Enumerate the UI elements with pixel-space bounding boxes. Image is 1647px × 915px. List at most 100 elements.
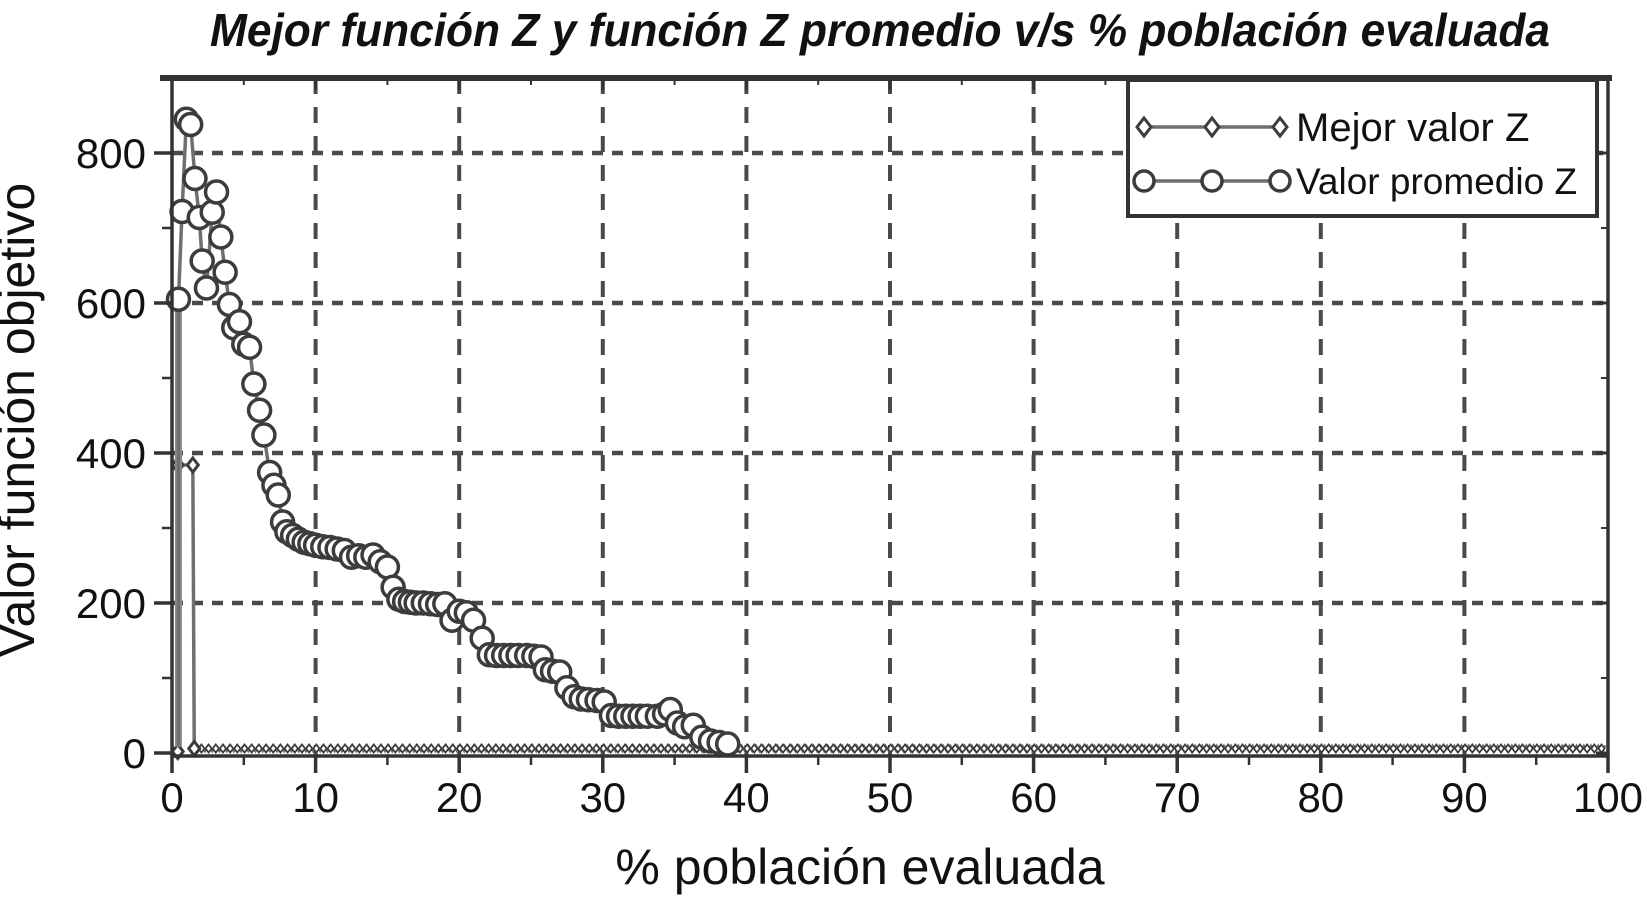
diamond-marker — [943, 743, 953, 754]
gridlines — [172, 78, 1608, 756]
series-valor-promedio-z — [165, 106, 741, 757]
diamond-marker — [434, 743, 443, 754]
circle-marker-icon — [1132, 169, 1292, 193]
diamond-marker — [872, 743, 881, 754]
circle-marker — [199, 199, 225, 225]
x-tick-label: 50 — [867, 774, 914, 821]
diamond-marker — [326, 743, 335, 754]
diamond-marker — [376, 743, 386, 754]
y-tick-label: 400 — [76, 430, 146, 477]
legend-entry-mejor-valor-z: Mejor valor Z — [1135, 106, 1529, 150]
diamond-marker — [340, 743, 350, 754]
legend-entry-valor-promedio-z: Valor promedio Z — [1132, 161, 1577, 202]
diamond-marker — [462, 743, 472, 754]
diamond-marker — [1389, 743, 1398, 754]
diamond-marker — [627, 743, 637, 754]
diamond-marker — [986, 743, 996, 754]
diamond-marker — [304, 743, 314, 754]
diamond-marker — [186, 739, 202, 758]
diamond-marker — [1295, 743, 1305, 754]
diamond-marker — [1446, 743, 1456, 754]
diamond-marker — [1353, 743, 1362, 754]
diamond-marker — [893, 743, 903, 754]
circle-marker — [246, 397, 273, 423]
diamond-marker — [1223, 743, 1233, 754]
diamond-marker — [1008, 743, 1018, 754]
diamond-marker — [864, 743, 874, 754]
diamond-marker — [1324, 743, 1333, 754]
diamond-marker — [1525, 743, 1535, 754]
diamond-marker — [814, 743, 824, 754]
diamond-marker — [1080, 743, 1089, 754]
diamond-marker — [1001, 743, 1010, 754]
legend-label-mejor: Mejor valor Z — [1296, 106, 1529, 150]
diamond-marker — [1582, 743, 1592, 754]
diamond-marker — [1259, 743, 1269, 754]
diamond-marker — [534, 743, 544, 754]
diamond-marker — [204, 743, 213, 754]
diamond-marker — [1568, 743, 1578, 754]
circle-marker — [193, 275, 220, 301]
x-tick-label: 10 — [292, 774, 339, 821]
diamond-marker — [606, 743, 615, 754]
diamond-marker — [1302, 743, 1312, 754]
diamond-marker — [1374, 743, 1384, 754]
diamond-marker — [620, 743, 630, 754]
diamond-marker — [391, 743, 400, 754]
diamond-marker — [470, 743, 479, 754]
x-tick-label: 70 — [1154, 774, 1201, 821]
diamond-marker — [1022, 743, 1032, 754]
diamond-marker — [1331, 743, 1341, 754]
diamond-marker — [1338, 743, 1348, 754]
diamond-marker — [671, 743, 680, 754]
x-tick-label: 0 — [160, 774, 183, 821]
diamond-marker — [1360, 743, 1369, 754]
diamond-marker — [649, 743, 659, 754]
diamond-marker — [1439, 743, 1448, 754]
diamond-marker — [225, 743, 235, 754]
diamond-marker — [247, 743, 256, 754]
diamond-marker — [513, 743, 522, 754]
diamond-marker — [1281, 743, 1290, 754]
legend-box: Mejor valor Z Valor promedio Z — [1126, 78, 1599, 218]
diamond-marker — [1554, 743, 1563, 754]
x-tick-label: 20 — [436, 774, 483, 821]
diamond-marker — [994, 743, 1003, 754]
y-tick-label: 200 — [76, 580, 146, 627]
diamond-marker — [886, 743, 895, 754]
diamond-marker — [405, 743, 414, 754]
diamond-marker — [1475, 743, 1484, 754]
diamond-marker — [426, 743, 436, 754]
diamond-marker — [1288, 743, 1298, 754]
diamond-marker — [829, 743, 838, 754]
diamond-marker — [1245, 743, 1254, 754]
diamond-marker — [297, 743, 307, 754]
circle-marker — [182, 165, 208, 192]
circle-marker — [714, 731, 741, 757]
diamond-marker — [1173, 743, 1183, 754]
diamond-marker — [1460, 743, 1470, 754]
y-tick-label: 0 — [123, 730, 146, 777]
diamond-marker — [398, 743, 407, 754]
diamond-marker — [312, 743, 321, 754]
diamond-marker — [1482, 743, 1491, 754]
diamond-marker — [915, 743, 924, 754]
diamond-marker — [1575, 743, 1585, 754]
diamond-marker — [1468, 743, 1477, 754]
diamond-marker — [1130, 743, 1140, 754]
diamond-marker — [750, 743, 759, 754]
legend-border — [1126, 78, 1599, 218]
diamond-marker — [1231, 743, 1240, 754]
x-tick-label: 80 — [1297, 774, 1344, 821]
diamond-marker — [642, 743, 651, 754]
diamond-marker — [1396, 743, 1405, 754]
x-tick-label: 90 — [1441, 774, 1488, 821]
diamond-marker — [1367, 743, 1377, 754]
diamond-marker — [1489, 743, 1499, 754]
diamond-marker — [951, 743, 960, 754]
diamond-marker — [261, 743, 271, 754]
diamond-marker — [1073, 743, 1082, 754]
diamond-marker — [922, 743, 931, 754]
circle-marker — [203, 179, 230, 205]
